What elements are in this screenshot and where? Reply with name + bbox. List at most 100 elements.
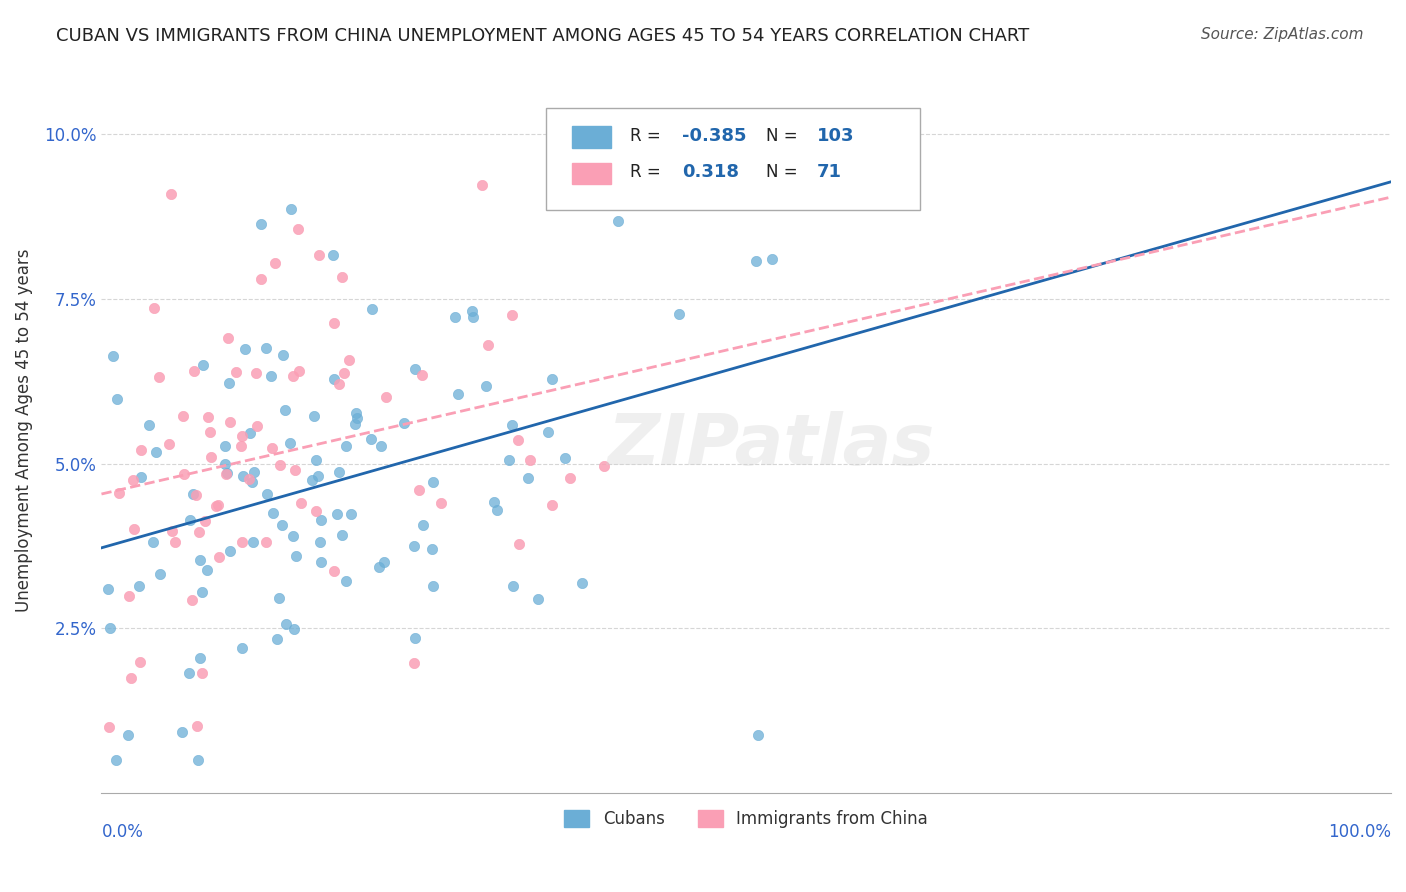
Point	[412, 517, 434, 532]
Point	[516, 471, 538, 485]
Point	[186, 488, 208, 502]
Point	[218, 544, 240, 558]
Point	[208, 549, 231, 564]
Point	[269, 591, 291, 606]
Point	[309, 513, 332, 527]
Point	[328, 466, 350, 480]
Point	[231, 534, 253, 549]
Point	[621, 144, 644, 158]
Text: 0.0%: 0.0%	[101, 823, 143, 841]
Point	[138, 418, 160, 433]
Point	[283, 529, 305, 543]
Point	[215, 467, 238, 482]
Point	[238, 472, 260, 486]
FancyBboxPatch shape	[547, 108, 921, 210]
Point	[402, 539, 425, 553]
Point	[105, 392, 128, 407]
Point	[198, 425, 221, 440]
Point	[269, 458, 291, 472]
Text: 100.0%: 100.0%	[1329, 823, 1391, 841]
Point	[328, 377, 350, 392]
Point	[283, 622, 305, 636]
Point	[105, 753, 128, 767]
Point	[191, 358, 214, 372]
Point	[262, 506, 284, 520]
Point	[266, 632, 288, 646]
Point	[218, 376, 240, 390]
Point	[200, 450, 222, 464]
Point	[97, 582, 120, 597]
Point	[430, 496, 453, 510]
Point	[422, 475, 444, 489]
FancyBboxPatch shape	[572, 127, 610, 148]
Point	[330, 527, 353, 541]
Point	[214, 439, 236, 453]
Point	[307, 468, 329, 483]
Point	[214, 457, 236, 471]
Point	[117, 728, 139, 742]
Point	[172, 409, 194, 423]
Point	[461, 303, 484, 318]
Point	[335, 574, 357, 588]
Point	[408, 483, 430, 497]
Point	[190, 585, 212, 599]
Point	[122, 522, 145, 536]
Point	[402, 657, 425, 671]
Point	[501, 417, 523, 432]
Point	[305, 453, 328, 467]
Text: Source: ZipAtlas.com: Source: ZipAtlas.com	[1201, 27, 1364, 42]
Point	[422, 579, 444, 593]
Point	[195, 563, 218, 577]
Point	[245, 418, 267, 433]
Point	[233, 342, 256, 356]
Point	[181, 487, 204, 501]
Point	[239, 426, 262, 441]
Point	[420, 542, 443, 557]
Point	[278, 436, 301, 450]
Point	[560, 471, 582, 485]
Point	[148, 369, 170, 384]
Point	[471, 178, 494, 193]
Point	[482, 494, 505, 508]
Point	[370, 439, 392, 453]
Point	[508, 537, 530, 551]
Point	[142, 535, 165, 549]
Point	[411, 368, 433, 383]
Point	[344, 417, 367, 432]
Point	[302, 409, 325, 424]
Text: 71: 71	[817, 163, 842, 181]
Point	[404, 631, 426, 645]
Point	[593, 458, 616, 473]
Point	[145, 445, 167, 459]
Point	[309, 535, 332, 549]
Point	[284, 462, 307, 476]
Point	[128, 655, 150, 669]
Point	[197, 410, 219, 425]
Point	[254, 342, 277, 356]
Point	[280, 202, 302, 217]
Point	[179, 513, 201, 527]
Point	[274, 617, 297, 632]
Point	[571, 576, 593, 591]
Point	[346, 410, 368, 425]
Point	[215, 466, 238, 480]
Text: ZIPatlas: ZIPatlas	[609, 410, 936, 480]
Point	[245, 366, 267, 380]
Point	[335, 439, 357, 453]
Point	[367, 559, 389, 574]
Point	[191, 666, 214, 681]
Point	[392, 417, 415, 431]
Point	[187, 753, 209, 767]
Point	[287, 221, 309, 235]
Text: N =: N =	[766, 127, 803, 145]
Text: R =: R =	[630, 163, 666, 181]
Point	[486, 502, 509, 516]
Point	[301, 473, 323, 487]
Point	[231, 640, 253, 655]
Point	[188, 552, 211, 566]
Point	[131, 442, 153, 457]
Point	[271, 348, 294, 362]
Point	[322, 316, 344, 330]
Point	[173, 467, 195, 481]
Point	[330, 269, 353, 284]
